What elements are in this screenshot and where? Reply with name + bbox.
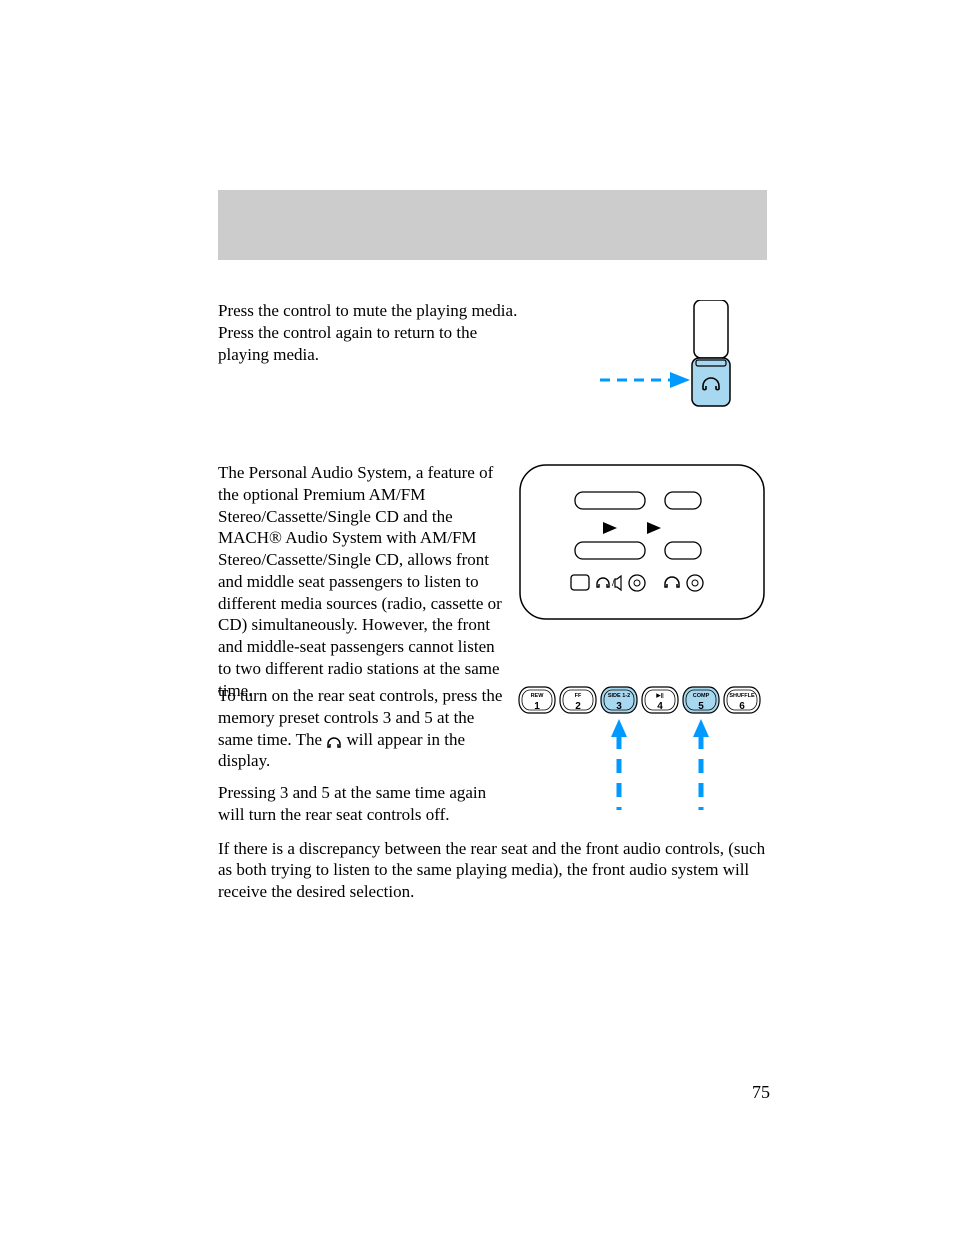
svg-text:COMP: COMP [693,693,710,699]
svg-text:3: 3 [616,701,622,712]
svg-text:SHUFFLE: SHUFFLE [729,693,755,699]
mute-figure [532,300,762,420]
header-bar [218,190,767,260]
svg-text:REW: REW [531,693,545,699]
svg-text:▶||: ▶|| [655,692,664,699]
section-personal-audio: The Personal Audio System, a feature of … [218,462,767,711]
svg-text:1: 1 [534,701,540,712]
svg-text:6: 6 [739,701,745,712]
pas-para2: To turn on the rear seat controls, press… [218,685,505,772]
svg-text:FF: FF [575,693,582,699]
svg-text:5: 5 [698,701,704,712]
preset-buttons-figure: REW 1 FF 2 SIDE 1-2 3 ▶|| 4 COMP 5 SHUFFLE 6 [517,685,767,815]
rear-panel-figure: / [517,462,767,622]
svg-text:2: 2 [575,701,581,712]
page-number: 75 [752,1082,770,1103]
svg-text:4: 4 [657,701,663,712]
pas-para4: If there is a discrepancy between the re… [218,838,767,903]
section-mute: Press the control to mute the playing me… [218,300,767,420]
section-presets: To turn on the rear seat controls, press… [218,685,767,913]
svg-text:SIDE 1-2: SIDE 1-2 [608,693,630,699]
pas-para1: The Personal Audio System, a feature of … [218,462,505,701]
pas-para3: Pressing 3 and 5 at the same time again … [218,782,505,826]
headphone-icon [326,733,342,749]
mute-paragraph: Press the control to mute the playing me… [218,300,520,365]
